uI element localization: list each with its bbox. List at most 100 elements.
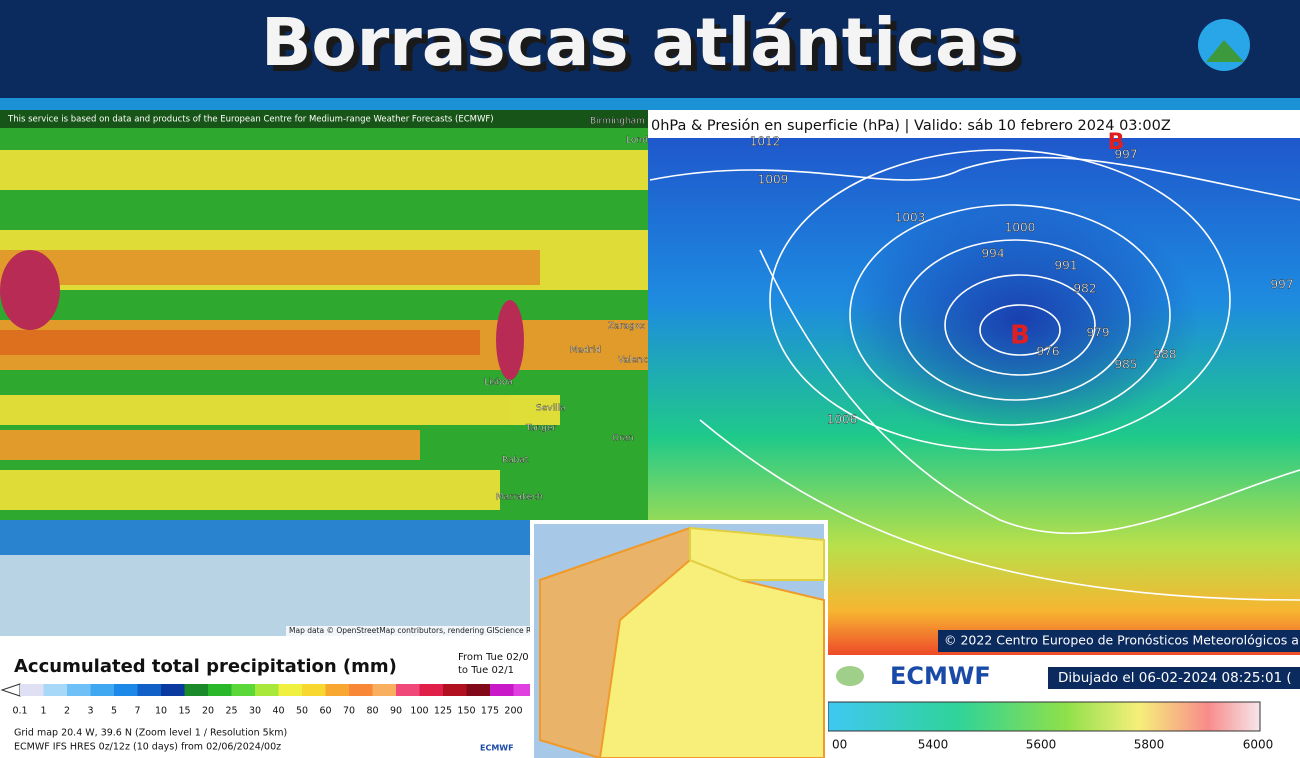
legend-value: 3 (87, 706, 93, 717)
scale-tick-label: 00 (832, 738, 847, 752)
legend-value: 60 (319, 706, 331, 717)
legend-value: 20 (202, 706, 214, 717)
title: Borrascas atlánticas (261, 4, 1019, 81)
legend-title: Accumulated total precipitation (mm) (14, 656, 397, 677)
copyright: © 2022 Centro Europeo de Pronósticos Met… (944, 633, 1300, 648)
city-label: Zaragoz (608, 322, 645, 332)
pressure-title-bg (648, 110, 1300, 138)
low-marker: B (1108, 130, 1125, 155)
cities: Birmingham Lond Zaragoz Madrid Valenc Lisboa S… (484, 116, 648, 503)
legend-swatch (372, 684, 396, 696)
legend-arrow (0, 683, 21, 697)
scale-tick-label: 5600 (1026, 738, 1057, 752)
isobar-label: 982 (1074, 282, 1097, 296)
city-label: Lisboa (484, 378, 513, 388)
legend-swatch (43, 684, 67, 696)
legend-swatch (255, 684, 279, 696)
legend-value: 40 (272, 706, 284, 717)
legend-swatch (443, 684, 467, 696)
legend-value: 10 (155, 706, 167, 717)
legend-swatch (278, 684, 302, 696)
scale-bar (827, 701, 1261, 732)
isobar-label: 997 (1115, 148, 1138, 162)
run-info: ECMWF IFS HRES 0z/12z (10 days) from 02/… (14, 742, 281, 753)
city-label: Oran (612, 434, 634, 444)
inset-yellow-zone (689, 526, 825, 581)
isobar-label: 1003 (895, 211, 926, 225)
drawn: Dibujado el 06-02-2024 08:25:01 ( (1058, 670, 1292, 686)
city-label: Marrakech (496, 493, 543, 503)
legend-value: 25 (225, 706, 237, 717)
legend-value: 30 (249, 706, 261, 717)
city-label: Madrid (570, 346, 601, 356)
legend-value: 100 (410, 706, 428, 717)
legend-swatch (67, 684, 91, 696)
logo-snowflake (1198, 19, 1250, 71)
isobar-label: 979 (1087, 326, 1110, 340)
isobar-lines (649, 149, 1300, 601)
isobar-label: 1009 (758, 173, 789, 187)
leaf-icon (836, 666, 864, 686)
legend-value: 200 (504, 706, 522, 717)
copyright-bg (938, 630, 1300, 652)
legend-swatch (302, 684, 326, 696)
attribution: This service is based on data and produc… (7, 115, 494, 125)
legend-value: 15 (178, 706, 190, 717)
isobar-label: 976 (1037, 345, 1060, 359)
legend-value: 2 (64, 706, 70, 717)
low-marker: B (1010, 321, 1030, 351)
legend-swatch (466, 684, 490, 696)
legend-value: 0.1 (12, 706, 27, 717)
legend-swatch (20, 684, 44, 696)
header-bg (0, 0, 1300, 98)
legend-swatch (114, 684, 138, 696)
scale-ticks: 00 5400 5600 5800 6000 (832, 738, 1273, 752)
attribution-bg (0, 110, 648, 128)
legend-swatch (325, 684, 349, 696)
isobar-label: 985 (1115, 358, 1138, 372)
city-label: Lond (626, 136, 648, 146)
scale-tick-label: 5400 (918, 738, 949, 752)
legend-swatch (137, 684, 161, 696)
legend-value: 80 (366, 706, 378, 717)
city-label: Sevilla (536, 404, 566, 414)
isobar-label: 1000 (1005, 221, 1036, 235)
legend-swatch (349, 684, 373, 696)
isobar-label: 1006 (827, 413, 858, 427)
legend-value: 125 (434, 706, 452, 717)
legend-swatch (161, 684, 185, 696)
scale-tick-label: 5800 (1134, 738, 1165, 752)
drawn-bg (1048, 667, 1300, 689)
legend-value: 70 (343, 706, 355, 717)
logo-left: ECMWF (480, 744, 514, 753)
city-label: Valenc (618, 356, 648, 366)
city-label: Rabat (502, 456, 529, 466)
map-credit-bg (286, 626, 530, 636)
isobar-label: 991 (1055, 259, 1078, 273)
period-from: From Tue 02/0 (458, 652, 529, 663)
precip-bands (0, 150, 648, 636)
legend-value: 175 (481, 706, 499, 717)
title-shadow: Borrascas atlánticas (267, 10, 1025, 87)
isobar-label: 994 (982, 247, 1005, 261)
city-label: Tanger (525, 424, 556, 434)
legend-swatch (90, 684, 114, 696)
map-credit: Map data © OpenStreetMap contributors, r… (289, 626, 561, 635)
precip-legend: 0.1 1 2 3 5 7 10 15 20 25 30 40 50 60 70 80 90 100 125 150 1… (12, 684, 537, 717)
legend-value: 150 (457, 706, 475, 717)
legend-swatch (396, 684, 420, 696)
period-to: to Tue 02/1 (458, 665, 514, 676)
legend-swatch (231, 684, 255, 696)
header-strip (0, 98, 1300, 110)
legend-value: 90 (390, 706, 402, 717)
grid-info: Grid map 20.4 W, 39.6 N (Zoom level 1 / … (14, 728, 287, 739)
legend-value: 1 (40, 706, 46, 717)
legend-value: 5 (111, 706, 117, 717)
scale-tick-label: 6000 (1243, 738, 1274, 752)
logo-right: ECMWF (890, 662, 991, 690)
low-core (840, 200, 1200, 440)
legend-value: 7 (134, 706, 140, 717)
isobar-label: 1012 (750, 135, 781, 149)
